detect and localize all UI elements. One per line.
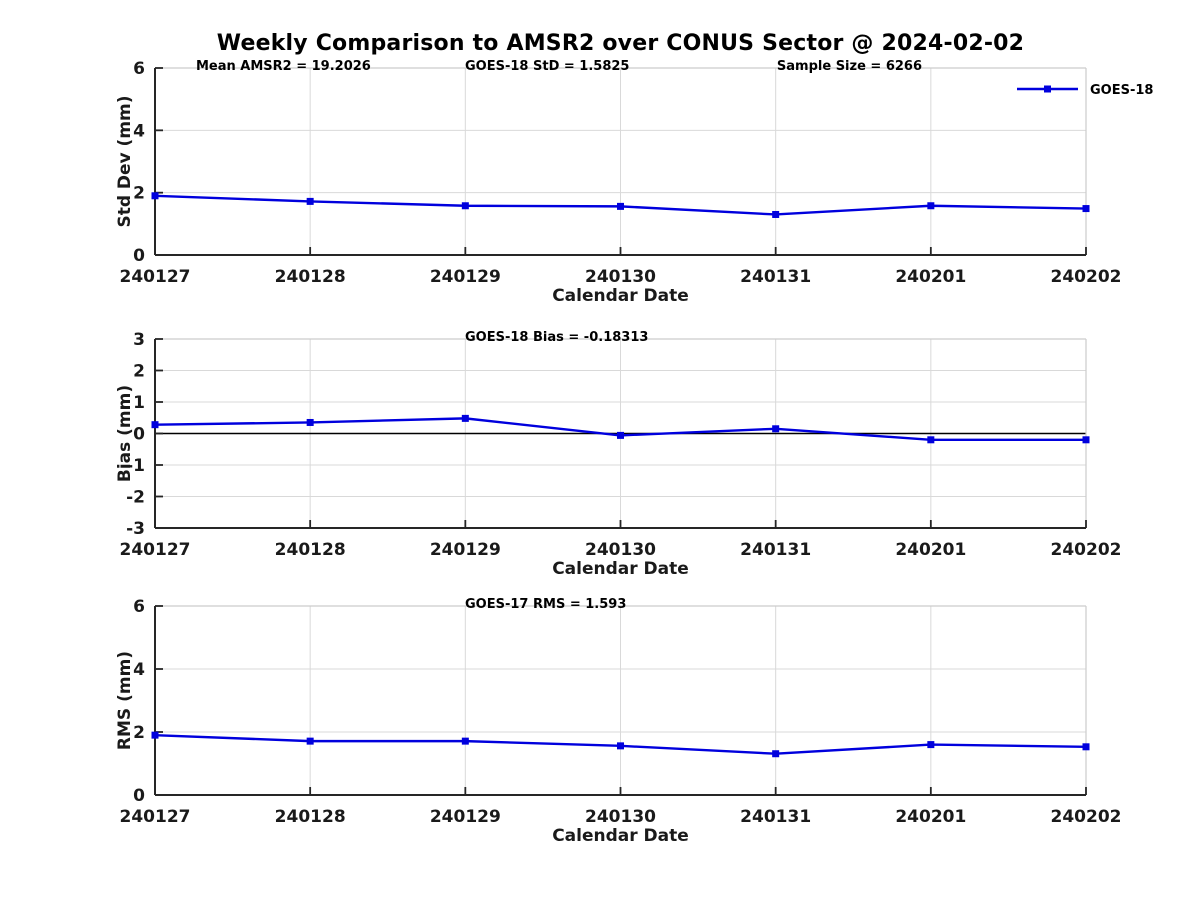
x-axis-label: Calendar Date <box>552 559 689 579</box>
svg-text:2: 2 <box>133 362 145 382</box>
y-tick-labels: -3 -2 -1 0 1 2 3 <box>126 330 145 539</box>
x-axis-label: Calendar Date <box>552 826 689 846</box>
svg-text:240128: 240128 <box>275 540 346 560</box>
svg-text:240128: 240128 <box>275 267 346 287</box>
series-markers-GOES-18 <box>151 731 1090 758</box>
svg-text:1: 1 <box>133 393 145 413</box>
subplot-bias: 240127 240128 240129 240130 240131 240201 2402… <box>115 330 1121 579</box>
svg-text:0: 0 <box>133 786 145 806</box>
svg-text:240130: 240130 <box>585 540 656 560</box>
series-markers-GOES-18 <box>151 192 1090 218</box>
annotation: Sample Size = 6266 <box>777 59 922 74</box>
svg-text:2: 2 <box>133 723 145 743</box>
y-axis-label: Std Dev (mm) <box>115 95 135 227</box>
svg-text:4: 4 <box>133 121 145 141</box>
legend-label: GOES-18 <box>1090 83 1153 98</box>
x-tick-labels: 240127 240128 240129 240130 240131 240201 2402… <box>120 807 1122 827</box>
svg-text:-2: -2 <box>126 488 145 508</box>
svg-text:0: 0 <box>133 246 145 266</box>
svg-text:3: 3 <box>133 330 145 350</box>
annotation: GOES-17 RMS = 1.593 <box>465 597 626 612</box>
tick-marks <box>154 338 1087 529</box>
annotation: GOES-18 StD = 1.5825 <box>465 59 629 74</box>
svg-text:240130: 240130 <box>585 807 656 827</box>
svg-text:240130: 240130 <box>585 267 656 287</box>
svg-text:240129: 240129 <box>430 540 501 560</box>
svg-text:6: 6 <box>133 59 145 79</box>
x-tick-labels: 240127 240128 240129 240130 240131 240201 2402… <box>120 540 1122 560</box>
svg-text:240201: 240201 <box>895 540 966 560</box>
chart-title: Weekly Comparison to AMSR2 over CONUS Se… <box>216 31 1025 56</box>
annotation: GOES-18 Bias = -0.18313 <box>465 330 648 345</box>
annotation: Mean AMSR2 = 19.2026 <box>196 59 371 74</box>
subplot-std-dev: 240127 240128 240129 240130 240131 240201 2402… <box>115 59 1153 306</box>
svg-text:240127: 240127 <box>120 267 191 287</box>
svg-text:240127: 240127 <box>120 807 191 827</box>
y-tick-labels: 0 2 4 6 <box>133 597 145 806</box>
x-tick-labels: 240127 240128 240129 240130 240131 240201 2402… <box>120 267 1122 287</box>
svg-text:6: 6 <box>133 597 145 617</box>
series-markers-GOES-18 <box>151 414 1090 444</box>
gridlines <box>155 606 1086 795</box>
tick-marks <box>154 605 1087 796</box>
svg-text:240131: 240131 <box>740 807 811 827</box>
legend: GOES-18 <box>1017 83 1153 98</box>
gridlines <box>155 68 1086 255</box>
svg-text:-3: -3 <box>126 519 145 539</box>
tick-marks <box>154 67 1087 256</box>
svg-text:240201: 240201 <box>895 807 966 827</box>
y-axis-label: Bias (mm) <box>115 385 135 482</box>
svg-text:240129: 240129 <box>430 267 501 287</box>
svg-text:240128: 240128 <box>275 807 346 827</box>
x-axis-label: Calendar Date <box>552 286 689 306</box>
svg-text:240202: 240202 <box>1051 267 1122 287</box>
svg-text:2: 2 <box>133 184 145 204</box>
svg-text:240131: 240131 <box>740 540 811 560</box>
y-axis-label: RMS (mm) <box>115 651 135 750</box>
svg-text:240129: 240129 <box>430 807 501 827</box>
svg-text:240202: 240202 <box>1051 807 1122 827</box>
y-tick-labels: 0 2 4 6 <box>133 59 145 266</box>
subplot-rms: 240127 240128 240129 240130 240131 240201 2402… <box>115 597 1121 846</box>
svg-text:0: 0 <box>133 425 145 445</box>
svg-text:240131: 240131 <box>740 267 811 287</box>
svg-text:240201: 240201 <box>895 267 966 287</box>
svg-text:-1: -1 <box>126 456 145 476</box>
svg-text:240127: 240127 <box>120 540 191 560</box>
svg-text:240202: 240202 <box>1051 540 1122 560</box>
svg-text:4: 4 <box>133 660 145 680</box>
